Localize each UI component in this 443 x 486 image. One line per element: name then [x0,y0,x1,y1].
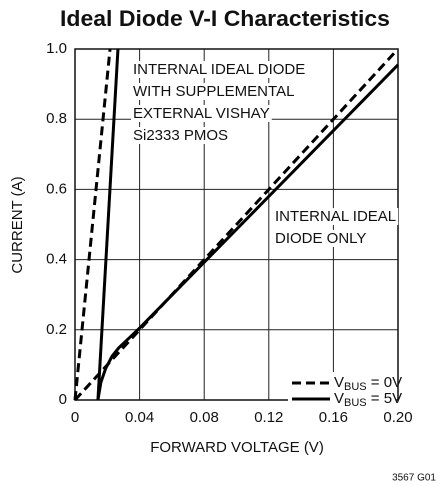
annotation-bg [131,82,297,100]
y-tick-label: 0.4 [46,251,67,268]
annotation: Si2333 PMOS [133,127,228,144]
footnote: 3567 G01 [392,473,436,484]
y-tick-label: 0.8 [46,110,67,127]
annotation-bg [131,126,231,144]
x-tick-label: 0.16 [319,409,348,426]
annotation: EXTERNAL VISHAY [133,105,270,122]
legend-text: = 5V [367,390,402,407]
x-tick-label: 0.12 [254,409,283,426]
y-tick-label: 0.6 [46,180,67,197]
legend-label: VBUS = 5V [334,390,402,409]
x-axis-label: FORWARD VOLTAGE (V) [150,439,324,456]
x-tick-label: 0.08 [190,409,219,426]
x-tick-label: 0.04 [125,409,154,426]
legend-subscript: BUS [344,397,367,409]
annotation-bg [131,60,308,78]
y-tick-label: 0.2 [46,321,67,338]
annotation: INTERNAL IDEAL DIODE [133,61,305,78]
legend-bg [288,372,396,410]
annotation: DIODE ONLY [275,230,366,247]
series-line [73,51,396,402]
x-tick-label: 0 [71,409,79,426]
x-tick-label: 0.20 [383,409,412,426]
legend-text: = 0V [367,374,402,391]
legend-subscript: BUS [344,381,367,393]
chart-title: Ideal Diode V-I Characteristics [60,6,390,31]
annotation: INTERNAL IDEAL [275,208,396,225]
annotation-bg [131,104,272,122]
y-axis-label: CURRENT (A) [9,176,26,273]
legend-text: V [334,374,344,391]
annotation-bg [273,229,369,247]
legend-label: VBUS = 0V [334,374,402,393]
annotation: WITH SUPPLEMENTAL [133,83,294,100]
y-tick-label: 0 [59,391,67,408]
legend-text: V [334,390,344,407]
y-tick-label: 1.0 [46,40,67,57]
annotation-bg [273,207,399,225]
series-line [96,63,400,401]
series-line [73,48,112,401]
series-line [96,48,120,401]
